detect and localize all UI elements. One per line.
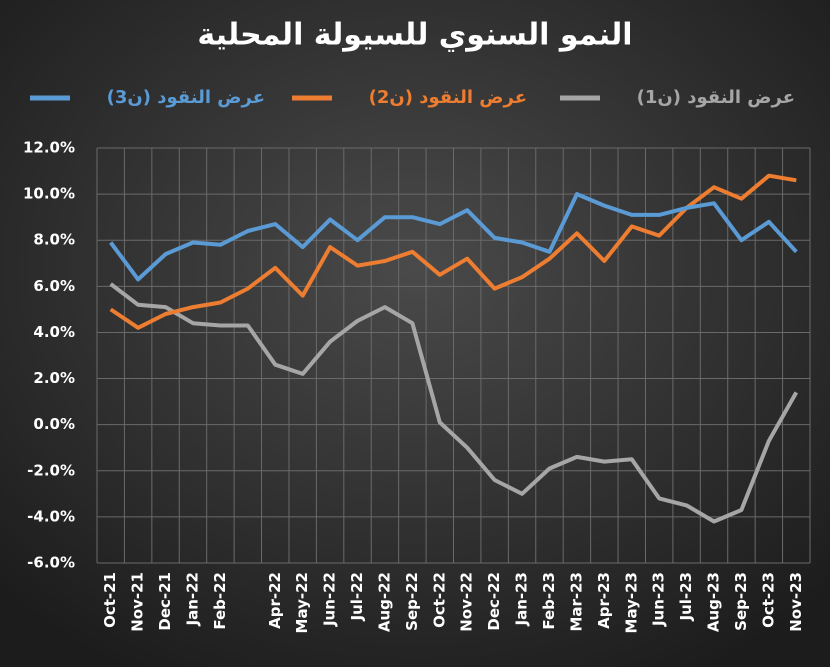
x-tick-label: Nov-23	[787, 572, 805, 632]
x-tick-label: Nov-21	[129, 572, 147, 632]
legend-label: عرض النقود (ن3)	[107, 87, 265, 108]
x-tick-label: Aug-23	[705, 572, 723, 632]
x-tick-label: May-22	[293, 572, 311, 633]
y-tick-label: 4.0%	[33, 323, 75, 341]
x-tick-label: Oct-22	[430, 572, 448, 628]
x-tick-label: Jul-22	[348, 572, 366, 622]
x-tick-label: Oct-21	[101, 572, 119, 628]
y-tick-label: -4.0%	[27, 507, 75, 525]
x-tick-label: Jul-23	[677, 572, 695, 622]
x-tick-label: Apr-22	[266, 572, 284, 629]
x-tick-label: Jan-22	[183, 572, 201, 626]
x-tick-label: Sep-22	[403, 572, 421, 631]
legend-label: عرض النقود (ن1)	[637, 87, 795, 108]
y-tick-label: 10.0%	[23, 185, 75, 203]
y-tick-label: -6.0%	[27, 554, 75, 572]
chart-title: النمو السنوي للسيولة المحلية	[197, 18, 632, 53]
x-tick-label: Oct-23	[759, 572, 777, 628]
x-tick-label: Dec-21	[156, 572, 174, 631]
x-tick-label: Aug-22	[375, 572, 393, 632]
x-tick-label: Jan-23	[513, 572, 531, 626]
x-tick-label: Jun-23	[650, 572, 668, 627]
y-tick-label: 8.0%	[33, 231, 75, 249]
x-tick-label: Apr-23	[595, 572, 613, 629]
y-tick-label: 2.0%	[33, 369, 75, 387]
x-tick-label: Nov-22	[458, 572, 476, 632]
x-tick-label: Jun-22	[321, 572, 339, 627]
y-tick-label: 6.0%	[33, 277, 75, 295]
y-tick-label: 0.0%	[33, 415, 75, 433]
legend-label: عرض النقود (ن2)	[369, 87, 527, 108]
series-line	[109, 282, 799, 524]
x-tick-label: May-23	[622, 572, 640, 633]
x-tick-label: Dec-22	[485, 572, 503, 631]
x-tick-label: Sep-23	[732, 572, 750, 631]
x-tick-label: Feb-23	[540, 572, 558, 630]
x-tick-label: Mar-23	[567, 572, 585, 632]
series-line	[109, 173, 797, 330]
y-tick-label: -2.0%	[27, 461, 75, 479]
x-tick-label: Feb-22	[211, 572, 229, 630]
series-line	[109, 192, 798, 282]
y-tick-label: 12.0%	[23, 139, 75, 157]
